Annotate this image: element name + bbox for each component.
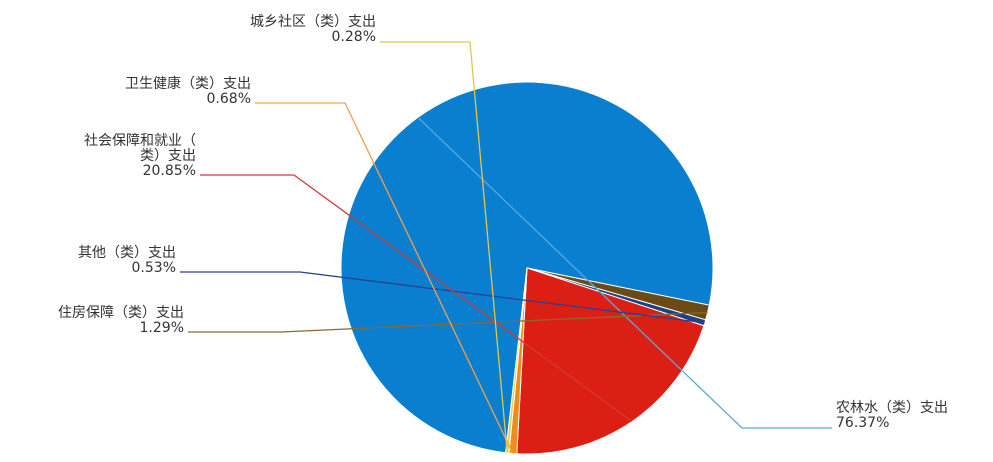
leader-lines [180, 41, 832, 454]
slice-name-label-0: 农林水（类）支出 [836, 400, 948, 416]
slice-percent-label-5: 0.28% [332, 29, 376, 45]
slice-name-label-1: 住房保障（类）支出 [58, 305, 184, 321]
slice-name-label-3-0: 社会保障和就业（ [84, 133, 196, 149]
leader-line-3 [200, 174, 633, 423]
slice-name-label-3-1: 类）支出 [140, 148, 196, 164]
leader-line-2 [180, 271, 705, 324]
slice-percent-label-0: 76.37% [836, 415, 889, 431]
pie-slices [340, 81, 714, 455]
leader-line-0 [417, 116, 832, 429]
slice-name-label-2: 其他（类）支出 [78, 245, 176, 261]
slice-percent-label-2: 0.53% [132, 260, 176, 276]
leader-line-5 [380, 41, 508, 454]
leader-line-4 [255, 102, 514, 454]
leader-line-1 [188, 311, 708, 333]
slice-name-label-4: 卫生健康（类）支出 [125, 75, 251, 92]
slice-name-label-5: 城乡社区（类）支出 [250, 14, 376, 30]
slice-percent-label-3: 20.85% [143, 163, 196, 179]
slice-percent-label-1: 1.29% [140, 320, 184, 336]
slice-percent-label-4: 0.68% [207, 91, 251, 107]
